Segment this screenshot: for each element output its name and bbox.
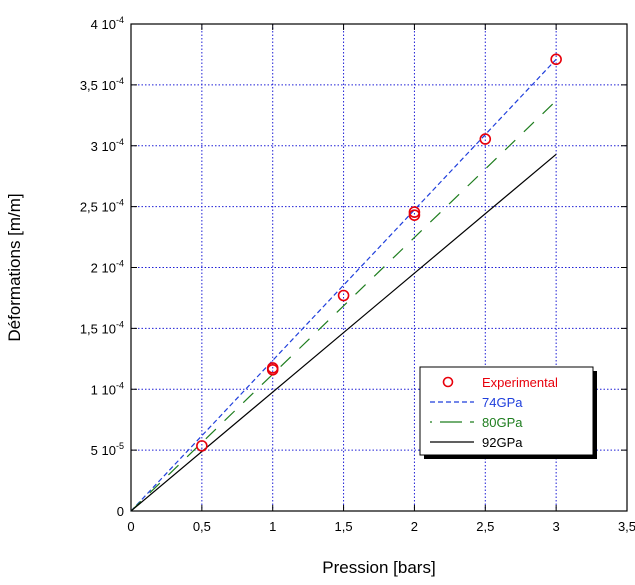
- legend-label: 74GPa: [482, 395, 523, 410]
- y-tick-exponent: -4: [116, 319, 124, 329]
- experimental-point: [408, 209, 421, 221]
- legend-box: [419, 366, 594, 456]
- legend: Experimental 74GPa 80GPa 92GPa: [419, 366, 597, 459]
- y-tick-label: 1,5 10-4: [80, 319, 124, 336]
- x-tick-label: 3: [553, 519, 560, 534]
- x-tick-label: 1,5: [335, 519, 353, 534]
- y-tick-label: 2 10-4: [91, 259, 124, 276]
- y-tick-mantissa: 0: [117, 504, 124, 519]
- y-tick-mantissa: 5 10: [91, 443, 116, 458]
- legend-label: Experimental: [482, 375, 558, 390]
- experimental-point: [479, 133, 492, 145]
- y-tick-exponent: -4: [116, 15, 124, 25]
- experimental-point: [196, 440, 208, 452]
- series-layer: [130, 53, 562, 512]
- y-tick-exponent: -4: [116, 259, 124, 269]
- y-tick-mantissa: 1,5 10: [80, 321, 116, 336]
- experimental-point: [408, 206, 421, 218]
- x-tick-label: 0: [127, 519, 134, 534]
- y-tick-mantissa: 4 10: [91, 17, 116, 32]
- y-tick-mantissa: 2 10: [91, 261, 116, 276]
- x-tick-label: 0,5: [193, 519, 211, 534]
- y-tick-mantissa: 2,5 10: [80, 200, 116, 215]
- x-axis-ticks: 0 0,5 1 1,5 2 2,5 3 3,5: [127, 24, 635, 534]
- x-tick-label: 2: [411, 519, 418, 534]
- y-tick-label: 3 10-4: [91, 137, 124, 154]
- y-tick-label: 1 10-4: [91, 380, 124, 397]
- y-tick-exponent: -4: [116, 198, 124, 208]
- y-tick-label: 5 10-5: [91, 441, 124, 458]
- y-tick-exponent: -5: [116, 441, 124, 451]
- x-tick-label: 3,5: [618, 519, 635, 534]
- y-tick-label: 0: [117, 504, 124, 519]
- x-tick-label: 2,5: [476, 519, 494, 534]
- y-tick-mantissa: 3 10: [91, 139, 116, 154]
- y-tick-mantissa: 1 10: [91, 382, 116, 397]
- legend-marker-experimental: [442, 376, 454, 388]
- y-tick-exponent: -4: [116, 76, 124, 86]
- x-tick-label: 1: [269, 519, 276, 534]
- y-tick-label: 4 10-4: [91, 15, 124, 32]
- series-line-80gpa: [130, 100, 557, 512]
- experimental-point: [266, 363, 279, 376]
- x-axis-label: Pression [bars]: [322, 558, 435, 577]
- y-tick-label: 3,5 10-4: [80, 76, 124, 93]
- experimental-point: [550, 53, 562, 66]
- y-tick-label: 2,5 10-4: [80, 198, 124, 215]
- legend-label: 80GPa: [482, 415, 523, 430]
- legend-label: 92GPa: [482, 435, 523, 450]
- y-tick-exponent: -4: [116, 137, 124, 147]
- y-tick-exponent: -4: [116, 380, 124, 390]
- y-axis-label: Déformations [m/m]: [5, 193, 24, 341]
- y-tick-mantissa: 3,5 10: [80, 78, 116, 93]
- experimental-point: [337, 289, 350, 302]
- y-axis-ticks: 05 10-51 10-41,5 10-42 10-42,5 10-43 10-…: [80, 15, 627, 519]
